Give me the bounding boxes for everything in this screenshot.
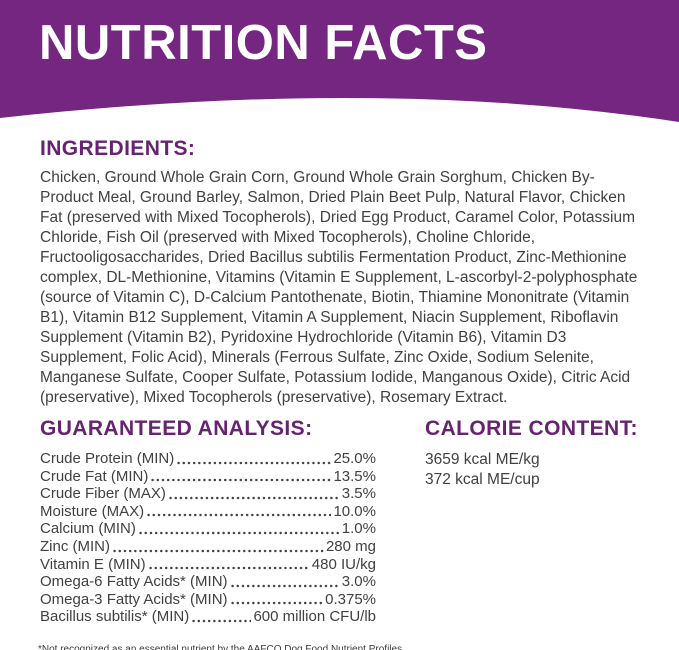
ingredients-section: INGREDIENTS: Chicken, Ground Whole Grain… <box>40 136 640 406</box>
analysis-row: Omega-6 Fatty Acids* (MIN) 3.0% <box>40 573 376 591</box>
analysis-row: Zinc (MIN) 280 mg <box>40 537 376 556</box>
analysis-row-label: Bacillus subtilis* (MIN) <box>40 608 190 626</box>
header-banner: NUTRITION FACTS <box>0 0 679 130</box>
analysis-row: Omega-3 Fatty Acids* (MIN) 0.375% <box>40 590 376 609</box>
analysis-row: Crude Protein (MIN) 25.0% <box>40 450 376 468</box>
analysis-row: Moisture (MAX) 10.0% <box>40 502 376 521</box>
analysis-list: Crude Protein (MIN) 25.0% Crude Fat (MIN… <box>40 450 376 626</box>
analysis-row-value: 0.375% <box>325 590 376 608</box>
analysis-row-value: 3.0% <box>341 573 376 591</box>
analysis-row-value: 480 IU/kg <box>311 555 376 573</box>
calorie-content-heading: CALORIE CONTENT: <box>425 417 638 440</box>
analysis-row-value: 25.0% <box>333 450 376 467</box>
label-content: INGREDIENTS: Chicken, Ground Whole Grain… <box>0 136 679 650</box>
guaranteed-analysis-section: GUARANTEED ANALYSIS: Crude Protein (MIN)… <box>40 416 376 626</box>
calorie-line-cup: 372 kcal ME/cup <box>425 470 540 488</box>
analysis-row: Bacillus subtilis* (MIN) 600 million CFU… <box>40 608 376 626</box>
footnote: *Not recognized as an essential nutrient… <box>38 643 405 650</box>
analysis-row-label: Crude Fiber (MAX) <box>40 485 166 503</box>
analysis-row: Crude Fat (MIN) 13.5% <box>40 467 376 486</box>
analysis-row-label: Omega-3 Fatty Acids* (MIN) <box>40 590 228 608</box>
analysis-row-value: 13.5% <box>333 467 376 485</box>
calorie-lines: 3659 kcal ME/kg 372 kcal ME/cup <box>425 450 638 489</box>
analysis-row-value: 280 mg <box>325 537 376 555</box>
analysis-row: Vitamin E (MIN) 480 IU/kg <box>40 555 376 574</box>
dot-leader <box>112 537 324 556</box>
analysis-row-label: Crude Protein (MIN) <box>40 450 175 467</box>
analysis-row-label: Crude Fat (MIN) <box>40 467 149 485</box>
analysis-row: Calcium (MIN) 1.0% <box>40 520 376 538</box>
dot-leader <box>150 467 332 486</box>
dot-leader <box>167 485 340 503</box>
ingredients-text: Chicken, Ground Whole Grain Corn, Ground… <box>40 169 638 406</box>
analysis-row-label: Moisture (MAX) <box>40 502 145 520</box>
analysis-row-label: Vitamin E (MIN) <box>40 555 146 573</box>
calorie-content-section: CALORIE CONTENT: 3659 kcal ME/kg 372 kca… <box>425 416 638 626</box>
dot-leader <box>229 573 340 591</box>
analysis-row-value: 3.5% <box>341 485 376 503</box>
dot-leader <box>191 608 252 626</box>
dot-leader <box>137 520 340 538</box>
dot-leader <box>176 450 332 468</box>
analysis-row-label: Zinc (MIN) <box>40 537 110 555</box>
analysis-row-value: 600 million CFU/lb <box>253 608 376 626</box>
dot-leader <box>147 555 310 574</box>
ingredients-heading: INGREDIENTS: <box>40 137 196 160</box>
analysis-row-value: 10.0% <box>333 502 376 520</box>
dot-leader <box>229 590 324 609</box>
guaranteed-analysis-heading: GUARANTEED ANALYSIS: <box>40 417 313 440</box>
analysis-row-label: Omega-6 Fatty Acids* (MIN) <box>40 573 228 591</box>
analysis-row: Crude Fiber (MAX) 3.5% <box>40 485 376 503</box>
analysis-row-value: 1.0% <box>341 520 376 538</box>
analysis-row-label: Calcium (MIN) <box>40 520 136 538</box>
calorie-line-kg: 3659 kcal ME/kg <box>425 451 540 468</box>
page-title: NUTRITION FACTS <box>39 16 488 70</box>
analysis-and-calories: GUARANTEED ANALYSIS: Crude Protein (MIN)… <box>40 416 640 626</box>
banner-curve-shape <box>0 0 679 122</box>
dot-leader <box>146 502 332 521</box>
